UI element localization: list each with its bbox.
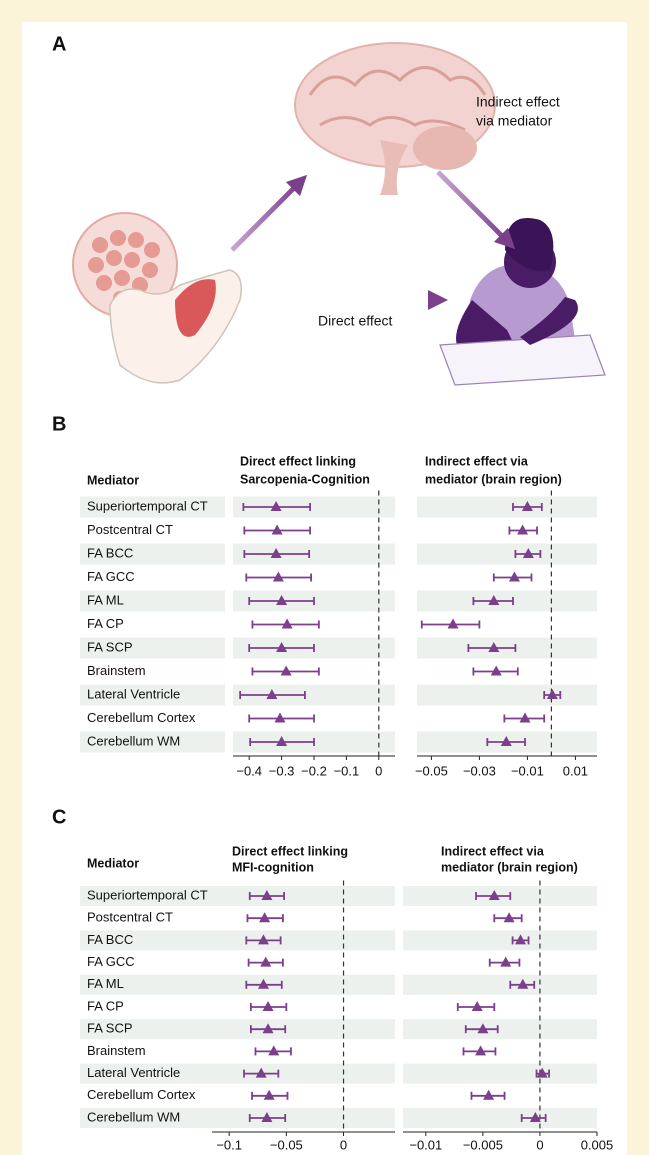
subplot-title: Sarcopenia-Cognition: [240, 472, 370, 486]
annotation: Indirect effect: [476, 94, 560, 110]
row-label: Superiortemporal CT: [87, 887, 208, 902]
row-band: [403, 1019, 597, 1039]
row-label: FA GCC: [87, 954, 135, 969]
row-label: FA CP: [87, 616, 124, 631]
column-header: Mediator: [87, 856, 139, 870]
column-header: Mediator: [87, 473, 139, 487]
annotation: Direct effect: [318, 313, 393, 329]
panel-label: B: [52, 413, 66, 435]
row-band: [403, 975, 597, 995]
row-label: Lateral Ventricle: [87, 686, 180, 701]
x-tick-label: −0.01: [511, 763, 544, 778]
x-tick-label: 0: [536, 1137, 543, 1152]
row-label: Cerebellum Cortex: [87, 1087, 196, 1102]
row-label: Postcentral CT: [87, 522, 173, 537]
x-tick-label: −0.05: [415, 763, 448, 778]
x-tick-label: −0.005: [463, 1137, 503, 1152]
x-tick-label: 0.005: [581, 1137, 614, 1152]
annotation: via mediator: [476, 113, 553, 129]
row-label: Cerebellum WM: [87, 733, 180, 748]
row-label: FA CP: [87, 998, 124, 1013]
subplot-title: MFI-cognition: [232, 860, 314, 874]
x-tick-label: 0.01: [563, 763, 588, 778]
x-tick-label: −0.05: [270, 1137, 303, 1152]
row-label: Superiortemporal CT: [87, 498, 208, 513]
row-band: [417, 497, 597, 518]
row-label: Brainstem: [87, 1043, 146, 1058]
x-tick-label: −0.2: [301, 763, 327, 778]
x-tick-label: 0: [340, 1137, 347, 1152]
row-band: [403, 1108, 597, 1128]
row-band: [403, 930, 597, 950]
row-label: Lateral Ventricle: [87, 1065, 180, 1080]
row-band: [403, 1064, 597, 1084]
row-label: Cerebellum Cortex: [87, 710, 196, 725]
panel-label: C: [52, 806, 66, 828]
row-label: FA SCP: [87, 639, 133, 654]
row-label: FA SCP: [87, 1021, 133, 1036]
subplot-title: mediator (brain region): [441, 860, 578, 874]
x-tick-label: −0.1: [216, 1137, 242, 1152]
x-tick-label: −0.4: [236, 763, 262, 778]
subplot-title: mediator (brain region): [425, 472, 562, 486]
x-tick-label: −0.3: [269, 763, 295, 778]
subplot-title: Direct effect linking: [232, 844, 348, 858]
row-band: [417, 544, 597, 565]
x-tick-label: −0.01: [409, 1137, 442, 1152]
row-band: [80, 975, 395, 995]
x-tick-label: 0: [375, 763, 382, 778]
row-label: FA GCC: [87, 569, 135, 584]
subplot-title: Indirect effect via: [441, 844, 545, 858]
row-label: FA ML: [87, 592, 124, 607]
x-tick-label: −0.1: [334, 763, 360, 778]
row-label: Cerebellum WM: [87, 1109, 180, 1124]
row-label: Brainstem: [87, 663, 146, 678]
subplot-title: Indirect effect via: [425, 454, 529, 468]
row-label: Postcentral CT: [87, 910, 173, 925]
row-label: FA BCC: [87, 932, 133, 947]
panel-label: A: [52, 33, 66, 55]
row-label: FA ML: [87, 976, 124, 991]
x-tick-label: −0.03: [463, 763, 496, 778]
subplot-title: Direct effect linking: [240, 454, 356, 468]
figure: A Indirect effect via mediator Direct ef…: [0, 0, 649, 1155]
row-band: [417, 685, 597, 706]
row-label: FA BCC: [87, 545, 133, 560]
